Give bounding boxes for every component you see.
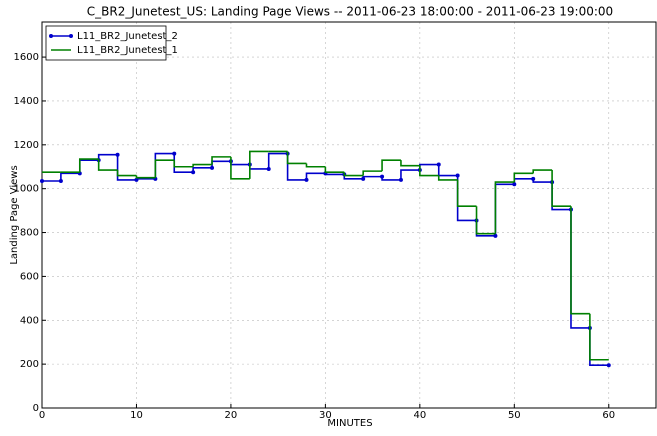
step [381,159,401,172]
step [532,178,553,183]
step [324,166,345,174]
chart-title: C_BR2_Junetest_US: Landing Page Views --… [87,5,613,19]
step [437,164,458,177]
step [475,206,496,235]
step [135,175,156,179]
step [513,172,534,183]
y-tick-label: 1400 [14,96,39,107]
x-tick-label: 20 [225,410,238,421]
x-tick-label: 10 [130,410,143,421]
x-tick-label: 0 [39,410,45,421]
legend-marker [69,34,73,38]
x-tick-label: 30 [319,410,332,421]
step [419,163,439,171]
y-tick-label: 1000 [14,184,39,195]
step [551,170,571,208]
step [116,154,137,181]
step [60,172,80,182]
step [362,175,383,179]
legend-label: L11_BR2_Junetest_1 [77,45,178,56]
step [78,158,99,173]
step [173,160,194,168]
legend-marker [49,34,53,38]
step [437,175,458,181]
step [494,183,515,236]
step [532,169,553,174]
step [570,209,590,329]
y-tick-label: 800 [20,228,39,239]
step [230,161,250,166]
step [249,150,269,179]
x-tick-label: 50 [508,410,521,421]
y-tick-label: 200 [20,359,39,370]
step [456,175,477,222]
step [267,152,288,169]
y-tick-label: 1600 [14,52,39,63]
plot-frame [41,21,657,409]
x-tick-label: 60 [602,410,615,421]
point [606,363,611,368]
step [286,151,307,165]
step [305,172,326,180]
step [494,181,515,234]
step [97,153,118,161]
step [154,152,175,179]
step [135,178,156,180]
step [230,156,250,180]
step [211,156,231,165]
y-tick-label: 400 [20,315,39,326]
step [400,169,420,180]
step [551,182,571,211]
step [97,159,118,171]
step [419,165,439,177]
legend-box [45,25,167,61]
legend-label: L11_BR2_Junetest_2 [77,31,178,42]
y-axis-label: Landing Page Views [9,165,20,264]
step [362,170,383,176]
step [192,163,213,167]
x-tick-label: 40 [413,410,426,421]
step [570,206,590,315]
step [381,176,401,181]
y-tick-label: 0 [33,403,39,414]
x-axis-label: MINUTES [327,418,372,429]
step [400,160,420,167]
step [116,170,137,177]
step [324,173,345,176]
step [589,313,609,361]
step [513,178,534,185]
series [42,150,609,361]
step [305,163,326,168]
step [78,159,99,174]
step [192,167,213,173]
step [154,159,175,178]
step [343,172,364,177]
y-tick-label: 1200 [14,140,39,151]
step [249,164,269,170]
step [456,179,477,208]
step [211,160,231,168]
step [286,153,307,181]
y-tick-label: 600 [20,271,39,282]
step [173,153,194,174]
legend: L11_BR2_Junetest_2 L11_BR2_Junetest_1 [45,25,178,61]
